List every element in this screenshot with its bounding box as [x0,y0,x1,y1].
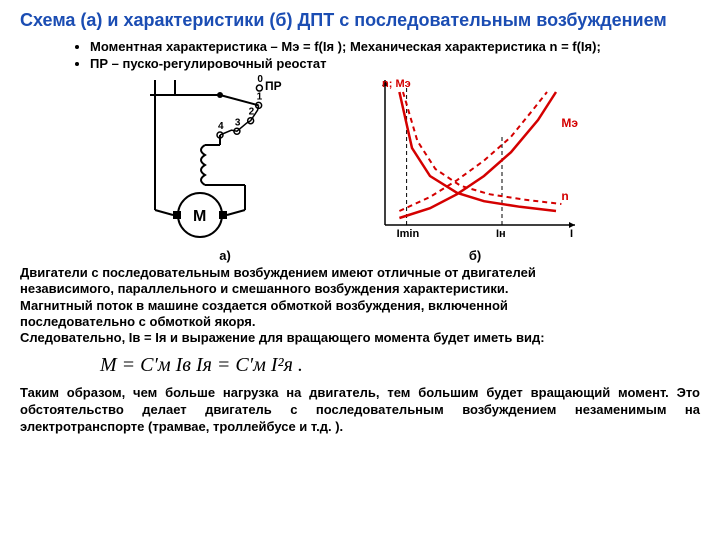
svg-text:Imin: Imin [397,228,420,240]
caption-a: а) [125,248,325,263]
svg-text:Мэ: Мэ [561,116,578,130]
conclusion: Таким образом, чем больше нагрузка на дв… [20,385,700,436]
svg-text:1: 1 [257,91,263,102]
bullet-2: ПР – пуско-регулировочный реостат [90,56,700,71]
page-title: Схема (а) и характеристики (б) ДПТ с пос… [20,10,700,31]
schematic-svg: 01234ПРМ [125,75,325,245]
svg-text:n: n [561,189,568,203]
p1c: Магнитный поток в машине создается обмот… [20,298,508,313]
bullet-list: Моментная характеристика – Мэ = f(Iя ); … [50,39,700,71]
svg-text:3: 3 [235,117,241,128]
svg-text:ПР: ПР [265,79,282,93]
figure-b: In; МэIminIнМэn б) [355,75,595,263]
paragraph-1: Двигатели с последовательным возбуждение… [20,265,700,346]
p1e: Следовательно, Iв = Iя и выражение для в… [20,330,545,345]
figure-a: 01234ПРМ а) [125,75,325,263]
svg-text:Iн: Iн [496,228,506,240]
formula: M = C′м Iв Iя = C′м I²я . [100,354,700,377]
bullet-1: Моментная характеристика – Мэ = f(Iя ); … [90,39,700,54]
chart-svg: In; МэIminIнМэn [355,75,595,245]
caption-b: б) [355,248,595,263]
svg-text:I: I [570,228,573,240]
p1a: Двигатели с последовательным возбуждение… [20,265,536,280]
svg-text:0: 0 [257,75,263,85]
svg-text:4: 4 [218,121,224,132]
svg-text:М: М [193,208,206,225]
p1b: независимого, параллельного и смешанного… [20,281,509,296]
p1d: последовательно с обмоткой якоря. [20,314,255,329]
